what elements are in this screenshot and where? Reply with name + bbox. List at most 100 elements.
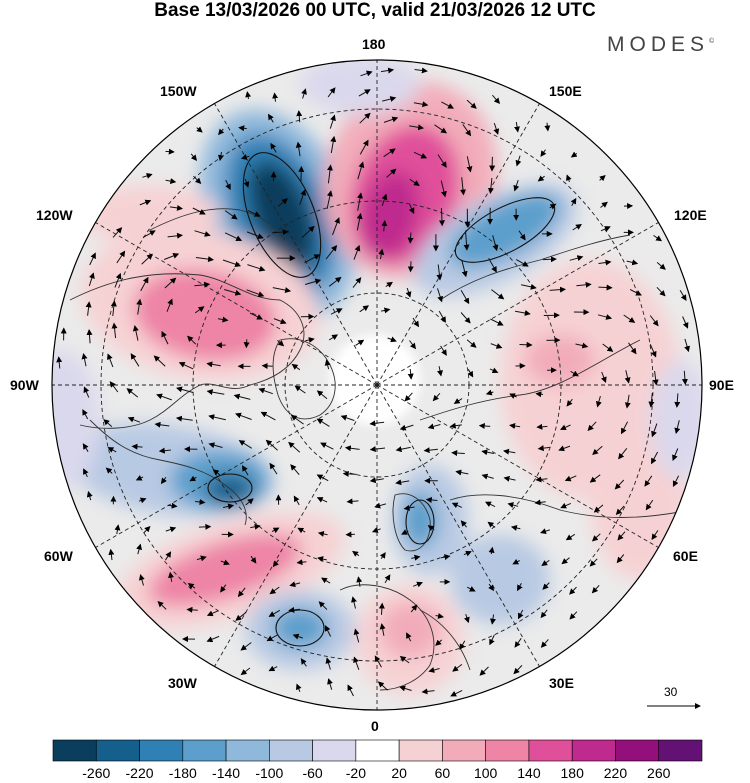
wind-vector: [245, 91, 252, 100]
wind-vector: [617, 531, 626, 541]
wind-vector: [127, 416, 141, 423]
wind-vector: [175, 415, 193, 422]
wind-vector: [618, 447, 628, 460]
wind-vector: [595, 395, 602, 408]
wind-vector: [490, 318, 504, 326]
wind-vector: [277, 340, 285, 347]
wind-vector: [672, 475, 680, 487]
colorbar-tick-label: -100: [255, 765, 284, 781]
wind-vector: [357, 161, 365, 180]
wind-vector: [245, 498, 254, 506]
wind-vector: [414, 67, 428, 74]
coastline-east-siberia: [439, 234, 631, 301]
wind-vector: [329, 114, 336, 129]
wind-vector: [440, 180, 447, 198]
wind-vector: [681, 370, 688, 385]
wind-vector: [374, 502, 387, 509]
wind-vector: [143, 525, 151, 534]
wind-vector: [600, 201, 608, 208]
wind-vector: [478, 422, 491, 429]
wind-vector: [466, 339, 477, 348]
wind-vector: [356, 212, 363, 231]
wind-vector: [440, 345, 447, 356]
wind-vector: [569, 586, 577, 595]
wind-vector: [575, 342, 589, 349]
meridian-150w: [214, 103, 378, 386]
anomaly-low-west-edge: [52, 350, 100, 490]
wind-vector: [386, 168, 397, 178]
wind-vector: [541, 559, 550, 566]
wind-vector: [270, 142, 277, 153]
wind-vector: [132, 325, 139, 341]
wind-vector: [385, 281, 393, 288]
anomaly-high-siberia-core: [525, 335, 595, 385]
wind-vector: [289, 581, 301, 588]
wind-vector: [116, 250, 126, 264]
wind-vector: [540, 528, 550, 535]
wind-vector: [382, 96, 397, 102]
wind-vector: [656, 262, 666, 270]
wind-vector: [479, 666, 489, 676]
wind-vector: [330, 135, 337, 154]
meridian-150e: [376, 103, 540, 386]
anomaly-neutral-pole: [330, 335, 420, 425]
wind-vector: [267, 113, 274, 123]
wind-vector: [166, 298, 173, 312]
colorbar-tick-label: -140: [212, 765, 241, 781]
reference-vector-label: 30: [664, 685, 678, 699]
wind-vector: [549, 203, 557, 210]
colorbar-tick-label: 260: [647, 765, 671, 781]
wind-vector: [156, 393, 172, 401]
wind-vector: [536, 423, 548, 430]
anomaly-high-alaska: [80, 185, 220, 245]
wind-vector: [435, 639, 443, 646]
lon-label-150w: 150W: [160, 83, 197, 99]
wind-vector: [380, 67, 395, 74]
wind-vector: [272, 287, 292, 293]
wind-vector: [624, 370, 631, 384]
wind-vector: [462, 124, 472, 137]
wind-vector: [138, 574, 145, 586]
meridian-60e: [376, 384, 659, 548]
colorbar-tick-label: 140: [517, 765, 541, 781]
wind-vector: [413, 581, 423, 588]
wind-vector: [353, 628, 360, 643]
wind-vector: [542, 582, 550, 590]
wind-vector: [559, 424, 571, 431]
wind-vector: [328, 334, 339, 341]
wind-vector: [374, 655, 382, 668]
wind-vector: [224, 210, 238, 220]
wind-vector: [327, 164, 333, 184]
wind-vector: [379, 623, 386, 636]
wind-vector: [153, 355, 166, 367]
wind-vector: [513, 665, 523, 675]
wind-vector: [190, 153, 198, 161]
wind-vector: [399, 685, 412, 692]
wind-vector: [656, 286, 666, 297]
wind-vector: [565, 174, 572, 183]
wind-vector: [114, 272, 122, 288]
wind-vector: [569, 611, 578, 620]
wind-vector: [410, 604, 418, 613]
wind-vector: [602, 343, 614, 352]
wind-vector: [187, 335, 197, 345]
wind-vector: [589, 558, 598, 567]
wind-vector: [272, 229, 289, 236]
wind-vector: [109, 381, 119, 393]
anomaly-low-east-atlantic-core: [272, 608, 328, 648]
wind-vector: [463, 613, 470, 624]
wind-vector: [265, 439, 278, 451]
anomaly-low-far-east: [650, 360, 702, 480]
wind-vector: [298, 165, 305, 182]
lon-label-0: 0: [371, 718, 379, 734]
brand-name: MODES: [607, 33, 710, 56]
wind-vector: [432, 392, 441, 402]
wind-vector: [165, 526, 177, 533]
wind-vector: [515, 310, 531, 316]
wind-vector: [326, 190, 333, 209]
wind-vector: [316, 390, 328, 400]
wind-vector: [412, 317, 420, 328]
wind-vector: [672, 448, 679, 462]
colorbar-tick-label: 220: [603, 765, 628, 781]
wind-vector: [487, 521, 496, 528]
